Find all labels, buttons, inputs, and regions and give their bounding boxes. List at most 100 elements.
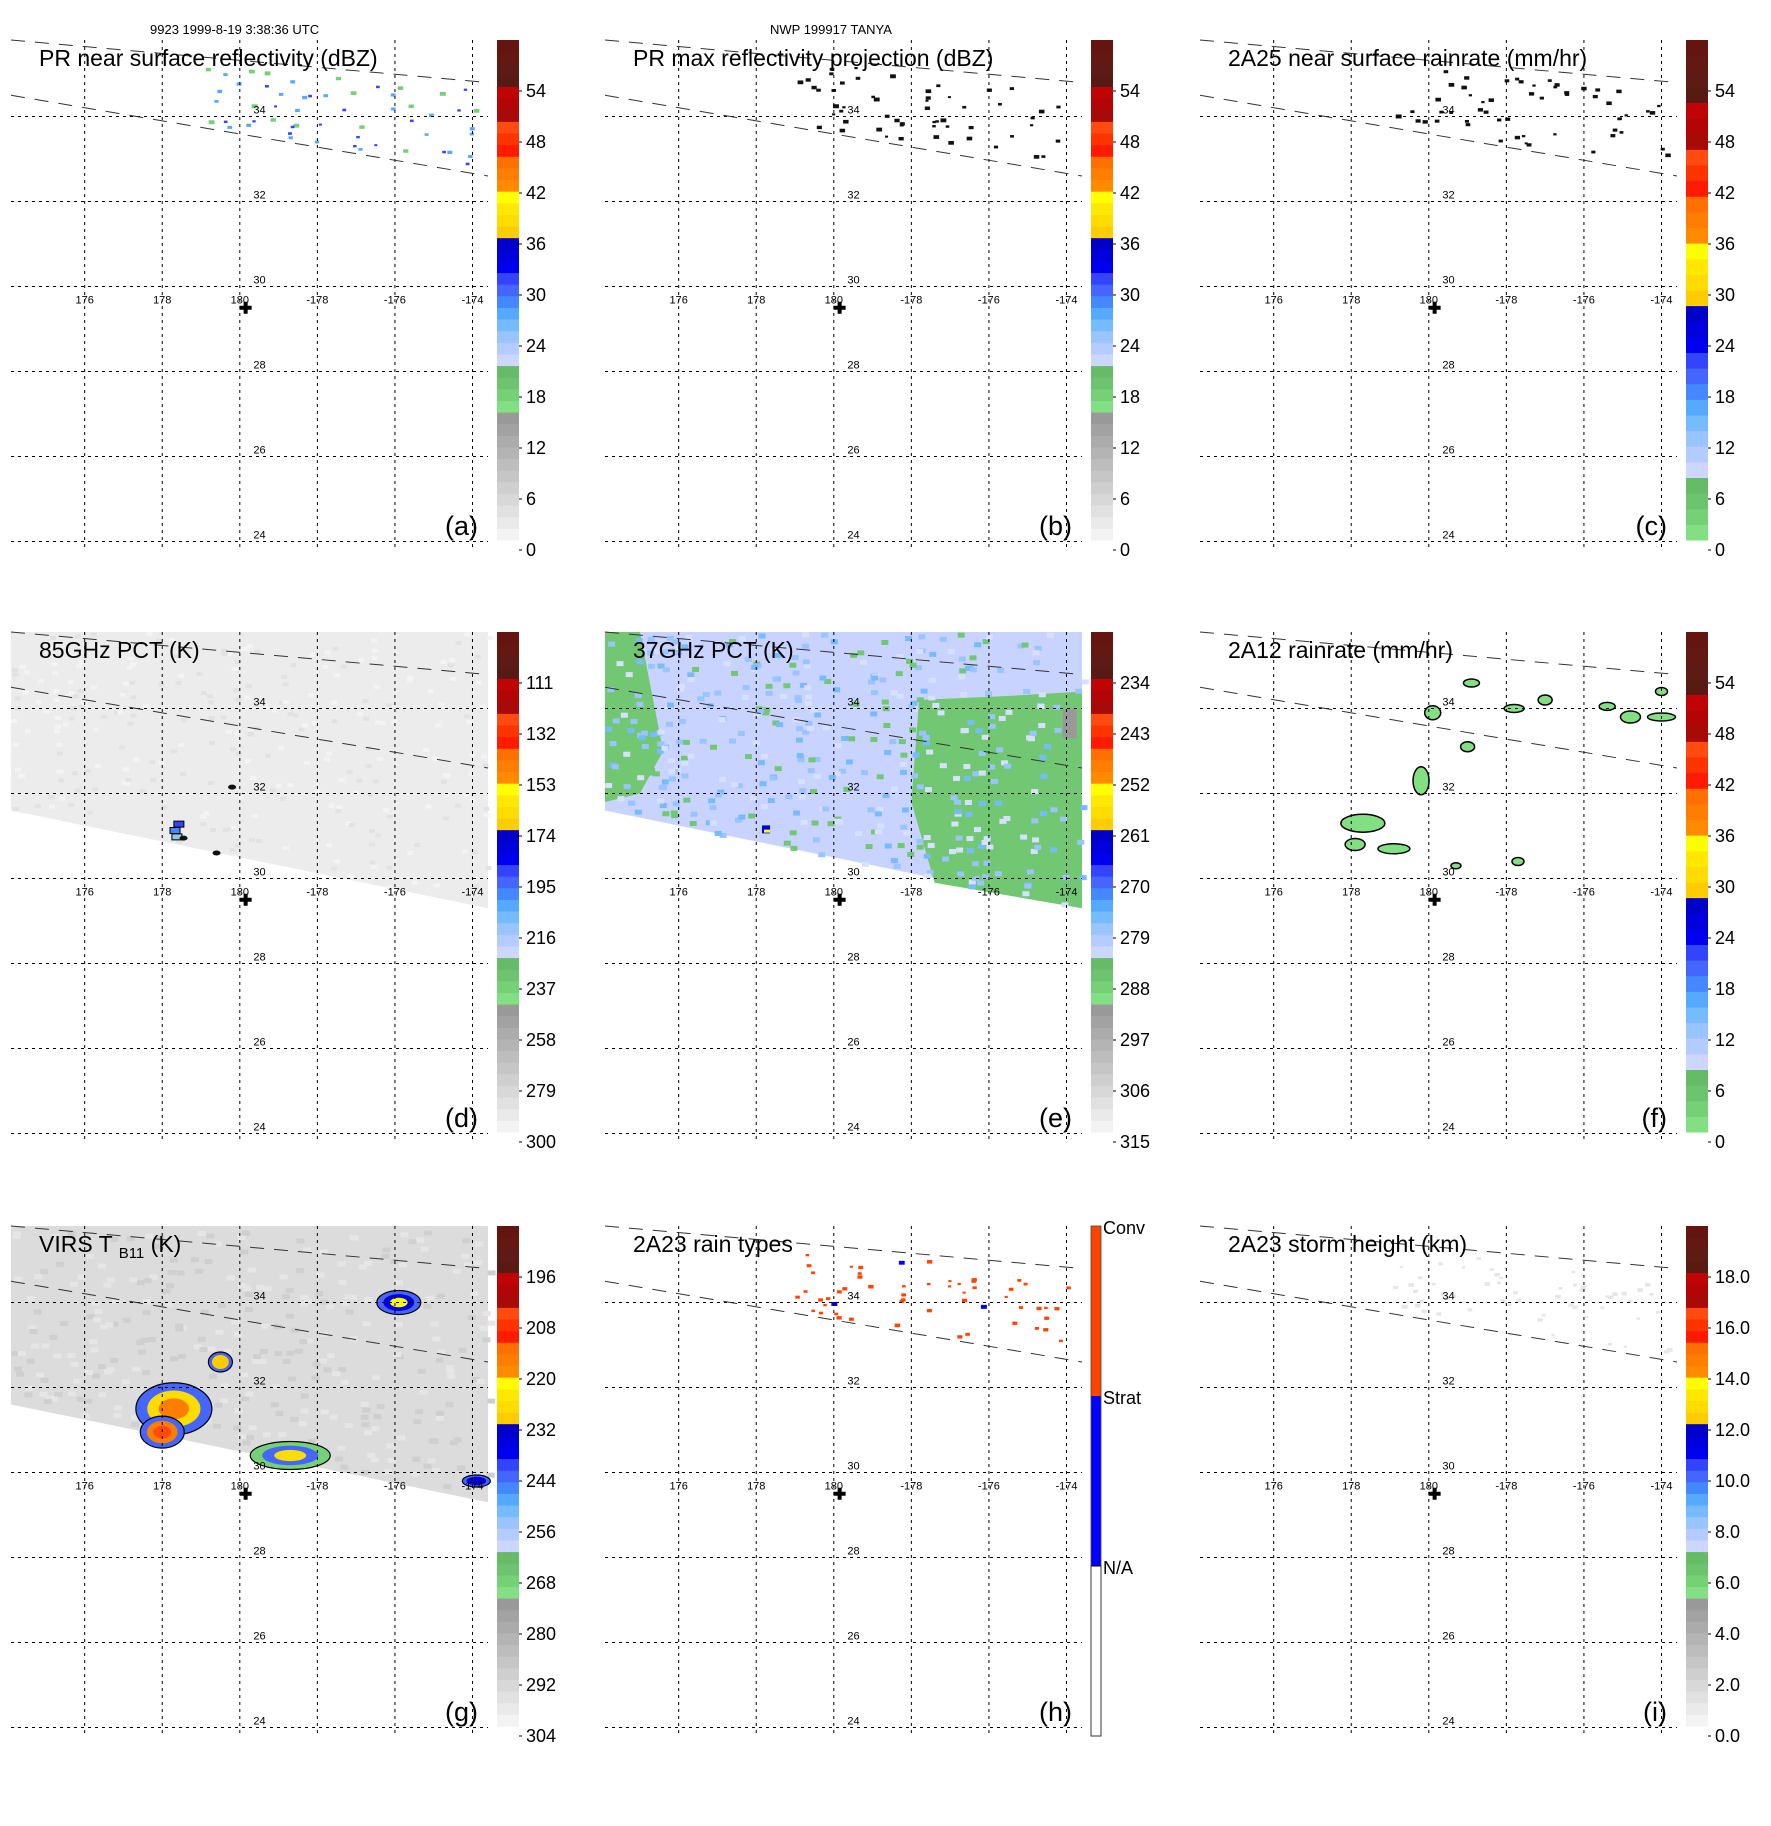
- colorbar-segment: [497, 226, 519, 239]
- data-pixel: [709, 744, 717, 750]
- data-pixel: [423, 1463, 432, 1469]
- colorbar-segment: [497, 330, 519, 343]
- colorbar-segment: [497, 1027, 519, 1040]
- data-pixel: [719, 832, 727, 838]
- rain-pixel: [1449, 111, 1453, 114]
- pr-swath-edge: [604, 1280, 1083, 1363]
- data-pixel: [322, 664, 329, 669]
- data-pixel: [247, 1267, 256, 1273]
- data-pixel: [242, 1230, 251, 1236]
- data-pixel: [195, 1268, 204, 1274]
- data-pixel: [756, 708, 764, 714]
- data-pixel: [59, 796, 66, 801]
- rain-cell: [1340, 813, 1386, 833]
- data-pixel: [861, 861, 869, 867]
- lon-label: 178: [153, 1481, 171, 1493]
- lat-label: 32: [847, 782, 859, 794]
- colorbar-segment: [497, 423, 519, 436]
- rain-pixel: [940, 118, 947, 123]
- pr-swath-edge: [604, 39, 1083, 83]
- data-pixel: [714, 830, 722, 836]
- data-pixel: [246, 643, 253, 648]
- data-pixel: [253, 1354, 262, 1360]
- panel-h: 34 32 30 28 26 24 176 178 180 -178 -176 -174 2A23 ra…: [604, 1218, 1195, 1811]
- lon-label: 176: [1265, 1481, 1283, 1493]
- data-pixel: [467, 1314, 476, 1320]
- data-pixel: [345, 821, 352, 826]
- data-pixel: [225, 652, 232, 657]
- rain-cell: [1450, 862, 1462, 870]
- data-pixel: [967, 719, 975, 725]
- data-pixel: [57, 769, 64, 774]
- data-pixel: [54, 1392, 63, 1398]
- data-pixel: [983, 836, 991, 842]
- rain-pixel: [1532, 84, 1536, 87]
- colorbar-segment: [1091, 516, 1113, 529]
- rain-pixel: [265, 84, 269, 88]
- pr-swath-edge: [10, 1280, 489, 1363]
- data-pixel: [190, 1257, 199, 1263]
- data-pixel: [803, 663, 811, 669]
- data-pixel: [120, 692, 127, 697]
- lon-label: -176: [978, 887, 1000, 899]
- colorbar-segment: [497, 1667, 519, 1680]
- colorbar-segment: [1091, 1396, 1101, 1566]
- data-pixel: [1021, 780, 1029, 786]
- colorbar-segment: [497, 1458, 519, 1471]
- colorbar-tick-label: 54: [1715, 673, 1735, 693]
- data-pixel: [214, 1241, 223, 1247]
- rain-pixel: [1553, 85, 1558, 89]
- cold-cell: [169, 827, 181, 834]
- rain-pixel: [1438, 1262, 1443, 1266]
- colorbar-segment: [497, 1493, 519, 1506]
- storm-center-plus-icon: [239, 301, 252, 314]
- data-pixel: [56, 751, 63, 756]
- rain-pixel: [288, 132, 292, 135]
- data-pixel: [22, 690, 29, 695]
- colorbar-segment: [497, 1621, 519, 1634]
- data-pixel: [811, 820, 819, 826]
- data-pixel: [656, 798, 664, 804]
- data-pixel: [335, 808, 342, 813]
- data-pixel: [330, 866, 337, 871]
- colorbar-segment: [1091, 980, 1113, 993]
- colorbar-segment: [1091, 40, 1113, 53]
- colorbar-segment: [1091, 307, 1113, 320]
- rain-pixel: [1666, 1348, 1673, 1352]
- colorbar-segment: [1686, 1342, 1708, 1355]
- data-pixel: [953, 775, 961, 781]
- data-pixel: [985, 634, 993, 640]
- data-pixel: [13, 1231, 22, 1237]
- data-pixel: [741, 694, 749, 700]
- colorbar-tick-label: 306: [1120, 1081, 1150, 1101]
- colorbar-segment: [497, 481, 519, 494]
- lat-label: 24: [1442, 1716, 1454, 1728]
- data-pixel: [884, 749, 892, 755]
- data-pixel: [802, 659, 810, 665]
- colorbar-segment: [497, 899, 519, 912]
- panel-label: (d): [445, 1103, 478, 1133]
- colorbar-segment: [1686, 40, 1708, 57]
- colorbar-segment: [1091, 876, 1113, 889]
- rain-pixel: [463, 88, 468, 91]
- data-pixel: [315, 1291, 324, 1297]
- data-pixel: [647, 637, 655, 643]
- data-pixel: [168, 637, 175, 642]
- colorbar-tick-label: 2.0: [1715, 1675, 1740, 1695]
- data-pixel: [1072, 817, 1080, 823]
- lon-label: -176: [1573, 1481, 1595, 1493]
- colorbar-tick-label: 4.0: [1715, 1624, 1740, 1644]
- data-pixel: [978, 770, 986, 776]
- rain-pixel: [1571, 1270, 1576, 1274]
- colorbar-segment: [1686, 290, 1708, 307]
- storm-center-plus-icon: [833, 301, 846, 314]
- data-pixel: [271, 708, 278, 713]
- data-pixel: [11, 718, 18, 723]
- data-pixel: [466, 720, 473, 725]
- lon-label: 178: [1342, 1481, 1360, 1493]
- data-pixel: [662, 811, 670, 817]
- rain-pixel: [855, 76, 861, 80]
- data-pixel: [58, 778, 65, 783]
- data-pixel: [678, 718, 686, 724]
